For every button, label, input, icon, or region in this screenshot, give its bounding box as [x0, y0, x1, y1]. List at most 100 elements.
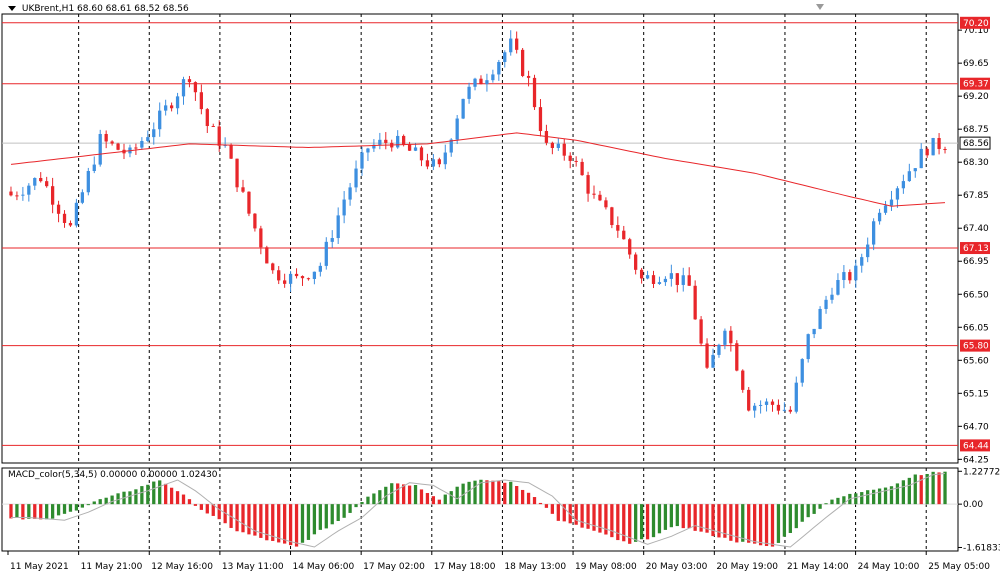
- macd-bar: [544, 504, 549, 508]
- candle: [407, 141, 412, 151]
- candle-body: [193, 82, 198, 93]
- candle-body: [580, 161, 584, 176]
- candle-body: [669, 273, 673, 279]
- candle: [901, 174, 906, 194]
- macd-bar: [824, 503, 828, 505]
- candle-body: [562, 143, 566, 156]
- candle-body: [747, 389, 751, 411]
- candle-body: [152, 129, 156, 138]
- candle: [134, 143, 138, 155]
- candle-body: [205, 109, 209, 127]
- candle-body: [384, 139, 388, 143]
- dropdown-triangle-icon[interactable]: [8, 6, 16, 11]
- candle: [764, 398, 769, 412]
- candle-body: [717, 344, 721, 355]
- macd-bar: [324, 504, 328, 529]
- candle: [39, 172, 43, 183]
- candle: [294, 268, 299, 279]
- macd-bar: [812, 504, 816, 514]
- macd-bar: [610, 504, 614, 538]
- y-tick-label: 68.75: [963, 125, 989, 135]
- candle-body: [586, 175, 590, 194]
- x-tick-label: 24 May 10:00: [858, 562, 920, 572]
- level-price-tag: [960, 439, 990, 452]
- macd-bar: [556, 504, 560, 521]
- candle-body: [27, 185, 31, 195]
- macd-bar: [574, 504, 578, 525]
- macd-bar: [592, 504, 596, 531]
- macd-bar: [259, 504, 263, 538]
- candle-body: [883, 205, 888, 213]
- candle: [366, 147, 370, 162]
- candle-body: [848, 272, 852, 281]
- macd-bar: [598, 504, 602, 533]
- candle-body: [259, 228, 263, 248]
- candle-body: [271, 263, 275, 271]
- macd-bar: [562, 504, 566, 522]
- macd-bar: [919, 475, 923, 505]
- candle-body: [80, 192, 85, 203]
- candle: [663, 276, 668, 286]
- macd-bar: [354, 504, 358, 508]
- macd-bar: [199, 504, 203, 510]
- candle: [45, 176, 49, 188]
- macd-bar: [437, 499, 441, 505]
- candle-body: [515, 38, 519, 50]
- macd-bar: [158, 480, 162, 505]
- macd-bar: [883, 487, 888, 505]
- candle: [639, 267, 644, 284]
- candle-body: [931, 138, 935, 156]
- macd-bar: [98, 499, 102, 505]
- candle-body: [277, 270, 281, 281]
- candle-body: [628, 239, 632, 255]
- candle: [866, 237, 870, 263]
- candle: [193, 81, 198, 101]
- current-price-tag: [959, 136, 991, 150]
- candle-body: [794, 382, 798, 412]
- candle-body: [467, 86, 471, 99]
- macd-bar: [39, 504, 43, 520]
- macd-bar: [723, 504, 727, 538]
- candle: [616, 216, 620, 238]
- candle: [27, 183, 31, 202]
- candle: [241, 179, 245, 193]
- macd-bar: [193, 504, 198, 506]
- candle: [62, 210, 67, 228]
- macd-bar: [187, 499, 192, 505]
- candle-body: [806, 334, 810, 360]
- candle: [747, 386, 751, 412]
- candle: [907, 163, 911, 182]
- candle: [622, 225, 626, 240]
- candle: [628, 237, 632, 259]
- macd-bar: [205, 504, 209, 514]
- macd-bar: [342, 504, 346, 518]
- candle: [770, 399, 775, 412]
- macd-bar: [288, 504, 293, 546]
- macd-bar: [407, 485, 412, 505]
- candle-body: [485, 80, 489, 85]
- candle: [687, 267, 691, 286]
- candle: [699, 316, 703, 347]
- candle: [68, 220, 73, 227]
- candle-body: [396, 135, 400, 148]
- macd-bar: [419, 489, 424, 505]
- candle: [788, 406, 792, 414]
- y-tick-label: 68.30: [963, 158, 989, 168]
- candle: [205, 108, 209, 133]
- candle: [634, 252, 638, 275]
- candle: [425, 153, 430, 170]
- candle-body: [300, 276, 305, 279]
- candle: [330, 230, 334, 248]
- candle-body: [705, 343, 709, 368]
- candle-body: [437, 159, 441, 165]
- macd-bar: [86, 504, 90, 506]
- candle-body: [199, 92, 203, 110]
- candle-body: [532, 77, 537, 108]
- macd-bar: [705, 504, 709, 533]
- macd-bar: [56, 504, 61, 516]
- candle: [312, 271, 317, 285]
- candle-body: [187, 79, 192, 83]
- candle: [711, 348, 715, 368]
